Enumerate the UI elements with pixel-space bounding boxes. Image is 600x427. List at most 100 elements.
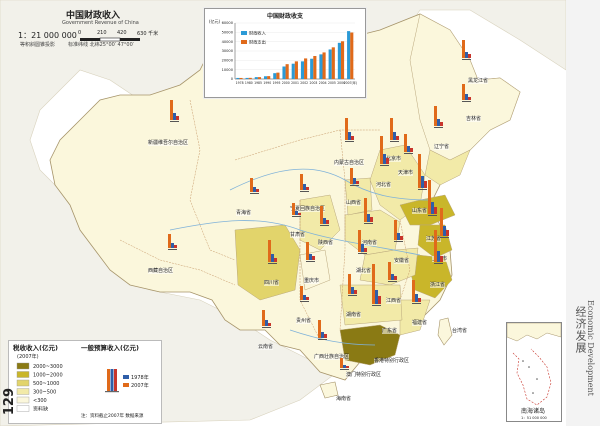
legend-item-label: 1000~2000 [33, 373, 63, 379]
legend-graphic: 税收收入(亿元) (2007年) 2000~3000 1000~2000 500~1… [13, 343, 149, 419]
scs-inset-label: 南海诸岛 [521, 407, 545, 415]
chart-bar-expenditure [294, 61, 298, 79]
revenue-bar-marker [320, 206, 330, 226]
chart-xtick: 2002 [300, 81, 308, 85]
chart-bar-expenditure [322, 52, 326, 79]
island-hainan [319, 381, 339, 399]
label-hainan: 海南省 [336, 396, 352, 402]
chart-bar-revenue [310, 58, 314, 79]
label-innermongolia: 内蒙古自治区 [334, 160, 365, 166]
scale-bar: 0 210 420 630 千米 [78, 30, 164, 46]
chart-xtick: 1978 [236, 81, 244, 85]
legend-key-1978: 1978年 [131, 374, 149, 381]
chart-xtick: 2001 [291, 81, 299, 85]
label-taiwan: 台湾省 [452, 328, 468, 334]
chart-bar-revenue [282, 66, 286, 79]
chart-bar-expenditure [304, 58, 308, 79]
chart-bar-expenditure [248, 77, 252, 79]
label-sichuan: 四川省 [264, 280, 280, 286]
revenue-bar-marker [262, 310, 272, 328]
revenue-bar-marker [418, 154, 428, 190]
chart-ytick: 20000 [222, 59, 234, 63]
chart-xtick: 2003 [310, 81, 318, 85]
scs-inset-sub: 1：51 000 000 [521, 416, 547, 420]
revenue-bar-marker [412, 280, 422, 304]
scale-bar-graphic [80, 37, 140, 42]
label-hebei: 河北省 [376, 182, 392, 188]
chart-xtick: 2004 [319, 81, 327, 85]
scale-tick-3: 630 千米 [137, 31, 159, 37]
legend-key-swatch-1978 [123, 375, 129, 379]
legend-key-2007: 2007年 [131, 382, 149, 389]
revenue-bar-marker [350, 168, 360, 186]
chart-bar-revenue [263, 76, 268, 79]
page-number: 129 [2, 388, 17, 416]
chart-xtick: 2005 [328, 81, 336, 85]
projection-params: 标准纬线 北纬25°00′ 47°00′ [68, 42, 134, 48]
chart-ytick: 10000 [222, 68, 234, 72]
label-henan: 河南省 [362, 240, 378, 246]
chart-ytick: 40000 [222, 40, 234, 44]
chart-bar-expenditure [276, 72, 280, 79]
revenue-bar-marker [404, 134, 414, 154]
label-macao: 澳门特别行政区 [346, 372, 382, 378]
label-fujian: 福建省 [412, 320, 428, 326]
legend-swatch [16, 371, 30, 378]
chart-ylabel: (亿元) [209, 18, 221, 24]
label-shanxi: 山西省 [346, 200, 362, 206]
map-title: 中国财政收入 [66, 11, 121, 21]
legend-item-label: 资料缺 [33, 406, 48, 413]
label-shaanxi: 陕西省 [318, 240, 334, 246]
revenue-bar-marker [300, 174, 310, 192]
revenue-bar-marker [268, 240, 278, 264]
chart-bar-revenue [236, 77, 240, 79]
revenue-bar-marker [292, 203, 302, 217]
chart-bar-revenue [254, 77, 258, 79]
chart-title: 中国财政收支 [267, 12, 304, 20]
chart-bar-expenditure [340, 41, 345, 79]
revenue-bar-marker [388, 262, 398, 282]
scs-inset-map: 南海诸岛 1：51 000 000 [506, 322, 562, 421]
legend-title: 税收收入(亿元) [13, 343, 58, 352]
label-xinjiang: 新疆维吾尔自治区 [148, 140, 189, 146]
label-anhui: 安徽省 [394, 258, 410, 264]
chart-legend-swatch [241, 31, 247, 35]
legend-bar-sample [105, 369, 119, 393]
label-yunnan: 云南省 [258, 344, 274, 350]
label-ningxia: 宁夏回族自治区 [290, 206, 326, 212]
scale-tick-1: 210 [97, 30, 107, 36]
label-qinghai: 青海省 [236, 210, 252, 216]
chart-xtick: 1990 [263, 81, 271, 85]
legend-footnote: 注：资料截止2007年 数据来源 [81, 412, 144, 419]
projection-note: 等积斜圆锥投影 [20, 42, 56, 48]
province-borders [119, 99, 411, 341]
title-block: 中国财政收入 Government Revenue of China 1：21 … [16, 8, 176, 58]
chart-bar-expenditure [267, 76, 271, 79]
rivers [169, 168, 431, 346]
chart-bar-revenue [347, 31, 351, 80]
scale-tick-2: 420 [117, 30, 127, 36]
label-shandong: 山东省 [412, 208, 428, 214]
revenue-bar-marker [300, 286, 310, 302]
side-tab-title: 经济发展 [574, 306, 587, 354]
revenue-bar-marker [358, 230, 368, 254]
revenue-bar-marker [380, 136, 390, 166]
legend: 税收收入(亿元) (2007年) 2000~3000 1000~2000 500~1… [8, 340, 162, 424]
label-jiangxi: 江西省 [386, 298, 402, 304]
chart-bar-expenditure [285, 64, 289, 79]
label-beijing: 北京市 [386, 156, 402, 162]
legend-swatch [16, 405, 30, 412]
legend-bar-base [105, 391, 119, 393]
chart-ytick: 0 [231, 77, 234, 81]
label-guangxi: 广西壮族自治区 [314, 354, 350, 360]
legend-item-label: 2000~3000 [33, 364, 63, 370]
label-chongqing: 重庆市 [304, 278, 320, 284]
label-hongkong: 香港特别行政区 [374, 358, 410, 364]
revenue-bar-marker [372, 264, 382, 306]
chart-bar-revenue [337, 42, 341, 79]
legend-swatch [16, 379, 30, 387]
legend-swatch [16, 388, 30, 395]
inset-chart: 中国财政收支 (亿元) 60000 50000 40000 30000 20000 10000… [204, 8, 366, 98]
chart-bar-expenditure [331, 47, 335, 79]
legend-bar-revenue [107, 369, 110, 391]
